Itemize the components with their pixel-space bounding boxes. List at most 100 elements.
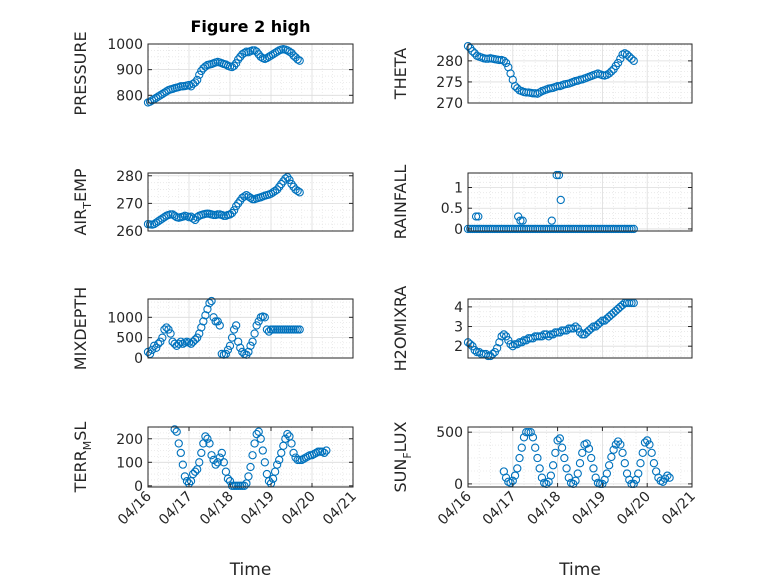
data-point [573, 469, 582, 478]
data-point [518, 216, 527, 225]
data-point [311, 448, 321, 458]
data-point [609, 445, 618, 454]
x-tick-label: 04/18 [525, 489, 565, 529]
panel-0: 800 900 1000 PRESSURE Figure 2 high [71, 17, 354, 116]
data-point [158, 89, 167, 99]
data-point [596, 318, 605, 327]
y-axis-label: SUNFLUX [391, 421, 414, 492]
x-tick-label: 04/20 [614, 489, 654, 529]
data-point [152, 343, 161, 352]
y-tick-label: 275 [436, 75, 463, 91]
axes-box [147, 298, 354, 359]
data-point [553, 436, 562, 445]
data-point [616, 440, 625, 449]
data-point [149, 341, 159, 350]
data-point [152, 93, 161, 103]
data-point [584, 444, 594, 453]
x-tick-label: 04/18 [197, 489, 237, 529]
data-point [598, 316, 607, 325]
data-point [508, 342, 517, 351]
data-point [564, 473, 573, 482]
data-point [164, 325, 173, 334]
data-point [625, 224, 634, 234]
data-point [516, 216, 525, 225]
data-point [513, 340, 522, 349]
panel-2: 260 270 280 AIRTEMP [71, 168, 354, 240]
data-point [589, 464, 598, 473]
data-point [470, 345, 479, 355]
panel-5: 2 3 4 H2OMIXRA [391, 286, 693, 371]
data-point [571, 322, 580, 331]
data-point [468, 47, 477, 56]
data-point [242, 190, 251, 200]
data-point [252, 321, 261, 330]
data-point [607, 67, 616, 76]
data-point [295, 188, 304, 197]
y-tick-label: 280 [436, 54, 463, 70]
data-point [248, 337, 257, 346]
y-tick-label: 0.5 [441, 201, 463, 217]
y-tick-label: 1 [454, 181, 463, 197]
data-point [193, 333, 202, 342]
data-point [190, 78, 200, 87]
data-point [471, 212, 481, 221]
data-point [248, 451, 257, 460]
y-axis-label: MIXDEPTH [71, 287, 90, 370]
x-tick-label: 04/21 [659, 489, 699, 529]
x-tick-label: 04/20 [279, 489, 319, 529]
data-point [246, 193, 255, 203]
data-point [223, 474, 233, 483]
y-tick-label: 280 [116, 169, 143, 185]
data-point [587, 324, 596, 333]
data-point [495, 55, 504, 65]
data-point [295, 56, 304, 65]
x-axis-label: Time [229, 560, 272, 580]
data-point [616, 54, 625, 63]
data-point [262, 53, 272, 63]
y-tick-label: 0 [134, 479, 143, 495]
data-point [297, 455, 306, 465]
data-point [513, 84, 522, 93]
data-point [604, 461, 614, 470]
data-point [618, 448, 627, 458]
data-point [266, 51, 276, 60]
data-point [178, 460, 187, 469]
y-tick-label: 0 [454, 222, 463, 238]
data-point [215, 453, 224, 462]
data-point [287, 48, 296, 58]
data-point [178, 339, 187, 348]
data-point [180, 472, 190, 481]
data-point [647, 448, 656, 458]
y-tick-label: 270 [436, 96, 463, 112]
data-point [256, 52, 265, 61]
data-point [229, 325, 239, 334]
data-point [277, 179, 286, 189]
data-point [517, 443, 526, 452]
data-point [211, 460, 220, 469]
data-point [156, 215, 165, 225]
y-tick-label: 2 [454, 339, 463, 355]
data-point [250, 439, 259, 448]
data-point [252, 429, 261, 439]
data-point [154, 92, 163, 101]
data-point [556, 195, 565, 205]
axes-box [147, 172, 354, 232]
data-point [497, 332, 506, 341]
data-point [299, 454, 308, 463]
data-point [270, 48, 280, 58]
x-tick-label: 04/17 [156, 489, 196, 529]
data-point [533, 453, 542, 463]
data-point [244, 472, 253, 481]
data-point [627, 54, 636, 63]
axes-box [467, 172, 693, 232]
data-point [190, 335, 200, 344]
data-point [272, 460, 282, 469]
data-point [622, 50, 632, 59]
data-point [634, 469, 643, 478]
data-point [484, 351, 493, 361]
data-point [307, 451, 317, 460]
y-tick-label: 200 [116, 432, 143, 448]
data-point [236, 343, 245, 352]
data-point [152, 218, 161, 227]
